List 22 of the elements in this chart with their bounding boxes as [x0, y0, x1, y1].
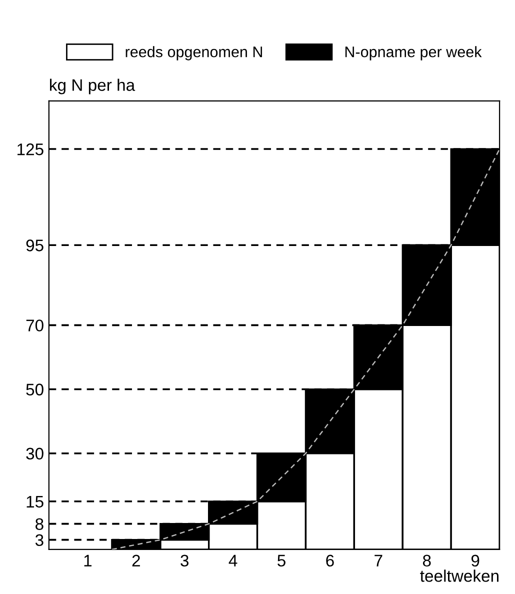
y-tick-label: 70 — [26, 320, 44, 332]
legend-label: reeds opgenomen N — [126, 46, 262, 60]
line-series — [111, 148, 500, 550]
y-tick-label: 95 — [26, 240, 44, 252]
x-tick-label: 8 — [422, 554, 431, 567]
x-tick-label: 9 — [471, 554, 480, 567]
x-tick-label: 1 — [84, 554, 92, 566]
y-tick-label: 30 — [26, 448, 44, 460]
y-tick-label: 50 — [26, 384, 44, 396]
legend-label: N-opname per week — [345, 46, 482, 60]
x-tick-label: 2 — [132, 554, 140, 566]
x-tick-label: 5 — [278, 554, 286, 567]
x-tick-label: 4 — [228, 554, 238, 566]
x-tick-label: 7 — [374, 554, 382, 566]
x-axis-title: teeltweken — [420, 570, 498, 582]
x-tick-label: 6 — [326, 554, 334, 567]
y-axis-title: kg N per ha — [50, 78, 136, 94]
y-tick-label: 125 — [18, 143, 44, 156]
y-tick-label: 15 — [26, 496, 44, 508]
x-tick-label: 3 — [180, 554, 188, 567]
y-tick-label: 8 — [36, 518, 44, 530]
y-tick-label: 3 — [35, 534, 44, 546]
